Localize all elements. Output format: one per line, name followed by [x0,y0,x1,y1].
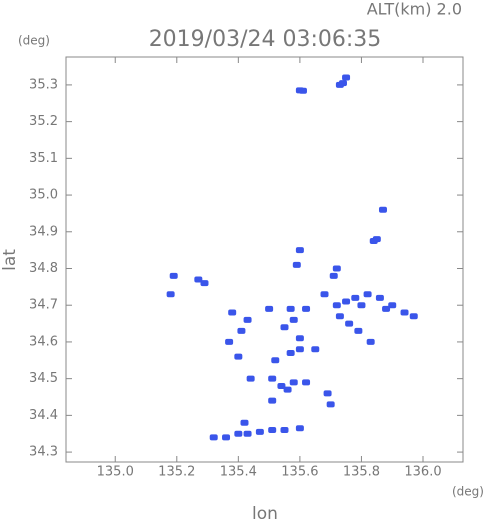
echo [194,276,203,283]
echo [237,327,246,334]
y-tick-label: 35.2 [29,114,58,129]
echo [222,434,231,441]
echo [240,419,249,426]
chart-title: 2019/03/24 03:06:35 [149,27,382,52]
echo [200,280,209,287]
x-tick-label: 135.0 [97,465,134,480]
echo [166,291,175,298]
x-axis-label: lon [252,504,278,521]
echo [351,294,360,301]
echo [286,349,295,356]
x-unit: (deg) [452,485,484,499]
echo [311,346,320,353]
y-tick-label: 35.0 [29,188,58,203]
echo [295,247,304,254]
echo [268,397,277,404]
echo [234,353,243,360]
x-tick-label: 135.2 [158,465,195,480]
echo [228,309,237,316]
echo [292,261,301,268]
echo [400,309,409,316]
echo [302,305,311,312]
echo [234,430,243,437]
echo [255,428,264,435]
echo [169,272,178,279]
echo [283,386,292,393]
echo [375,294,384,301]
echo [246,375,255,382]
y-unit: (deg) [18,34,50,48]
plot-frame [65,56,464,463]
echo [280,427,289,434]
echo [225,338,234,345]
echo [388,302,397,309]
echo [289,379,298,386]
echo [335,313,344,320]
y-tick-label: 35.1 [29,151,58,166]
echo [342,74,351,81]
echo [366,338,375,345]
echo [382,305,391,312]
echo [332,302,341,309]
echo [409,313,418,320]
echo [280,324,289,331]
y-tick-label: 34.6 [29,334,58,349]
echo [295,346,304,353]
echo [332,265,341,272]
echo [243,316,252,323]
x-tick-label: 135.6 [281,465,318,480]
y-tick-label: 35.3 [29,77,58,92]
echo [295,425,304,432]
y-axis-label: lat [0,249,20,271]
y-tick-label: 34.9 [29,224,58,239]
y-tick-label: 34.3 [29,445,58,460]
echo [354,327,363,334]
echo [286,305,295,312]
x-tick-label: 135.4 [220,465,257,480]
echo [268,427,277,434]
echo [378,206,387,213]
echo [329,272,338,279]
echo [345,320,354,327]
echo [265,305,274,312]
echo [357,302,366,309]
y-tick-label: 34.5 [29,371,58,386]
echo [363,291,372,298]
y-tick-label: 34.4 [29,408,58,423]
y-tick-label: 34.7 [29,298,58,313]
echo [338,80,347,87]
x-tick-label: 135.8 [343,465,380,480]
echo [277,382,286,389]
echo [302,379,311,386]
echo [320,291,329,298]
echo [289,316,298,323]
echo [372,236,381,243]
echo [209,434,218,441]
echo [326,401,335,408]
y-tick-label: 34.8 [29,261,58,276]
echo [295,335,304,342]
echo [271,357,280,364]
echo [298,87,307,94]
altitude-label: ALT(km) 2.0 [367,0,462,19]
x-tick-label: 136.0 [404,465,441,480]
echo [243,430,252,437]
echo [268,375,277,382]
echo [342,298,351,305]
echo [323,390,332,397]
